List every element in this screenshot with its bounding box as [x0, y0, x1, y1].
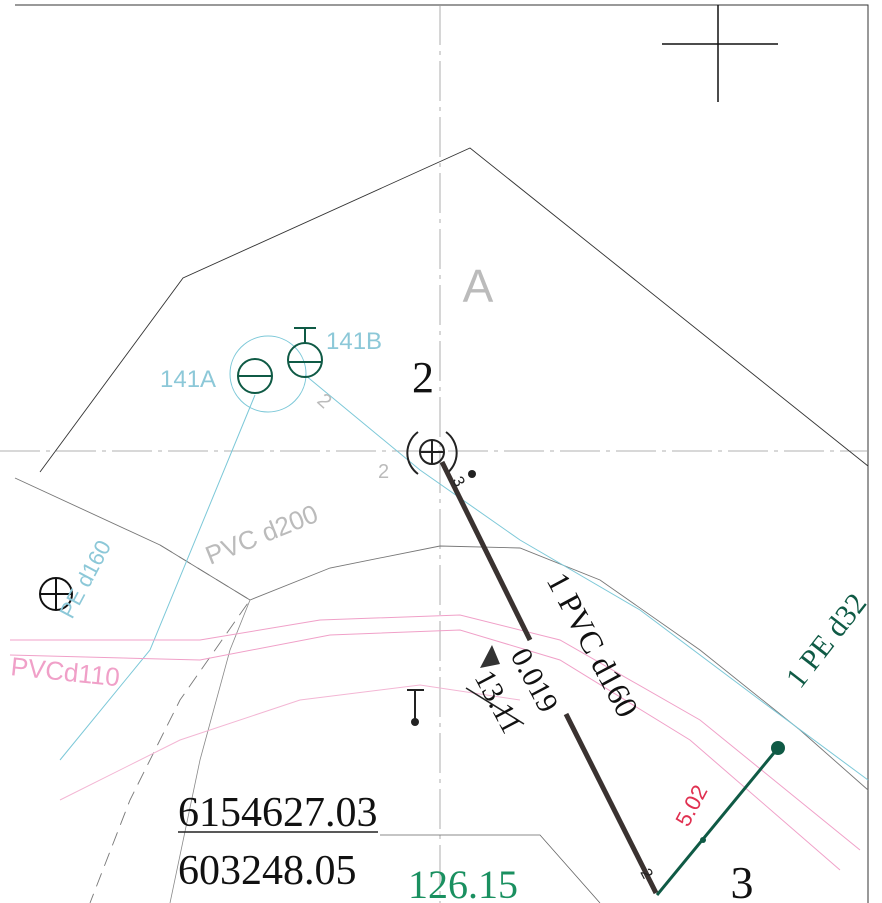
node-label: 3	[731, 857, 754, 903]
elevation: 126.15	[408, 862, 518, 903]
point	[468, 470, 476, 478]
connection	[771, 741, 785, 755]
drawing: A 2 3 141A 141B PVC d200 PE d160 PVCd110…	[0, 0, 882, 903]
node-label: 2	[412, 353, 434, 402]
coordinate: 603248.05	[178, 848, 357, 894]
valve-label: 141B	[326, 328, 382, 355]
connection	[700, 837, 706, 843]
point	[411, 718, 419, 726]
valve-label: 141A	[160, 366, 216, 393]
segment-mark: 2	[378, 461, 389, 483]
coordinate: 6154627.03	[178, 790, 378, 836]
zone-label: A	[463, 260, 494, 312]
